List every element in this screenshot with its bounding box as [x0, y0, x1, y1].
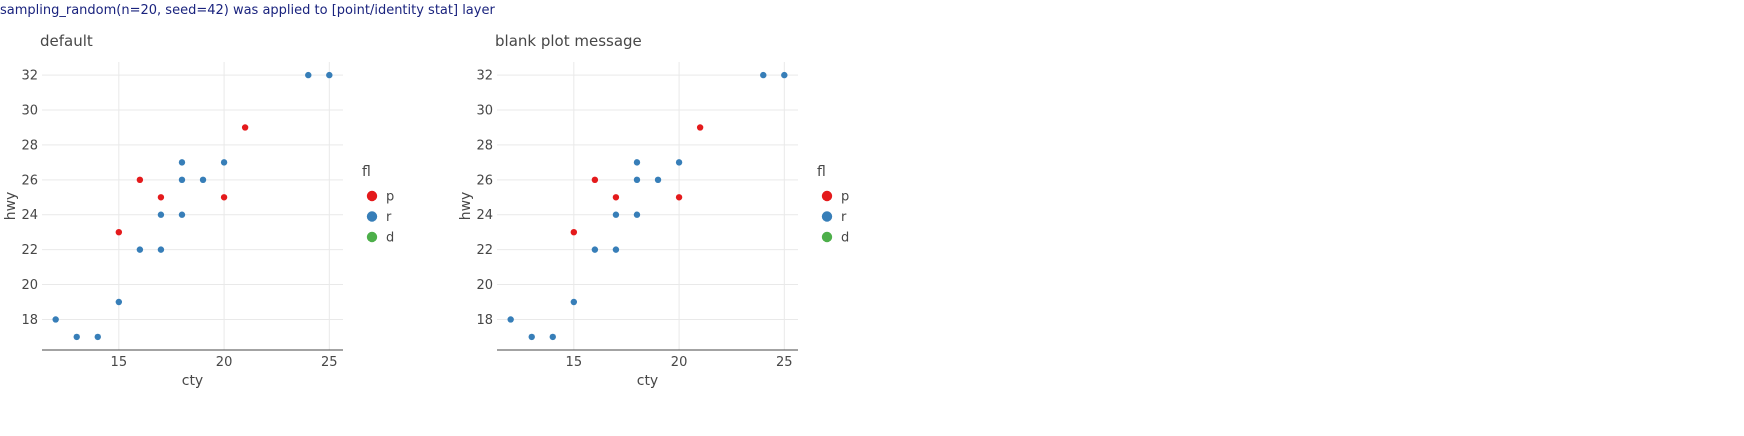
data-point [591, 246, 599, 253]
data-point [136, 246, 144, 253]
data-point [115, 298, 123, 306]
y-tick-label: 30 [21, 104, 38, 119]
x-tick-label: 25 [776, 355, 793, 370]
y-axis-title: hwy [458, 192, 474, 221]
plot-blank-plot-message: blank plot message 18 20 22 24 26 28 30 32 15 20 25… [455, 26, 910, 432]
legend-key-p [366, 190, 378, 202]
data-point [220, 194, 228, 201]
data-point [612, 211, 620, 218]
data-point [157, 194, 165, 201]
data-point [73, 333, 80, 341]
y-tick-label: 30 [476, 104, 493, 119]
data-point [549, 333, 556, 341]
sampling-notice: sampling_random(n=20, seed=42) was appli… [0, 3, 495, 18]
legend-key-r [366, 211, 378, 222]
data-point [157, 246, 165, 253]
y-tick-label: 20 [476, 278, 493, 293]
y-tick-label: 18 [21, 313, 38, 328]
y-tick-label: 26 [476, 173, 493, 188]
legend-key-p [821, 190, 833, 202]
data-point [94, 333, 101, 341]
data-point [760, 71, 767, 79]
data-point [654, 176, 662, 184]
data-point [633, 176, 641, 184]
data-point [178, 211, 186, 218]
y-tick-label: 28 [21, 138, 38, 153]
data-point [241, 124, 249, 131]
legend-key-r [821, 211, 833, 222]
legend-title: fl [362, 164, 371, 180]
data-point [612, 194, 620, 201]
y-tick-label: 26 [21, 173, 38, 188]
data-point [675, 159, 683, 166]
data-point [675, 194, 683, 201]
data-point [633, 159, 641, 166]
data-point [326, 71, 333, 79]
x-axis-title: cty [182, 373, 203, 389]
y-tick-label: 24 [476, 208, 493, 223]
x-tick-label: 20 [671, 355, 688, 370]
chart-title: blank plot message [495, 32, 642, 50]
data-point [115, 228, 123, 236]
y-tick-label: 22 [21, 243, 38, 258]
x-tick-label: 15 [566, 355, 583, 370]
legend-label-r: r [841, 210, 847, 225]
y-tick-label: 20 [21, 278, 38, 293]
y-axis-title: hwy [3, 192, 19, 221]
data-point [507, 316, 514, 323]
legend-label-p: p [841, 190, 849, 205]
data-point [178, 159, 186, 166]
chart-title: default [40, 32, 93, 50]
data-point [570, 228, 578, 236]
y-tick-label: 18 [476, 313, 493, 328]
x-axis-title: cty [637, 373, 658, 389]
data-point [136, 176, 144, 184]
legend-label-d: d [386, 231, 394, 246]
y-tick-label: 28 [476, 138, 493, 153]
data-point [528, 333, 535, 341]
plot-default: default 18 20 22 24 26 28 30 32 15 20 25 cty hwy fl p r d [0, 26, 455, 432]
legend-title: fl [817, 164, 826, 180]
data-point [199, 176, 207, 184]
data-point [178, 176, 186, 184]
data-point [633, 211, 641, 218]
legend-label-r: r [386, 210, 392, 225]
data-point [591, 176, 599, 184]
legend-label-p: p [386, 190, 394, 205]
x-tick-label: 15 [111, 355, 128, 370]
data-point [570, 298, 578, 306]
data-point [52, 316, 59, 323]
data-point [157, 211, 165, 218]
data-point [696, 124, 704, 131]
y-tick-label: 24 [21, 208, 38, 223]
data-point [612, 246, 620, 253]
y-tick-label: 22 [476, 243, 493, 258]
y-tick-label: 32 [21, 69, 38, 84]
x-tick-label: 20 [216, 355, 233, 370]
data-point [781, 71, 788, 79]
legend-key-d [366, 231, 378, 243]
legend-key-d [821, 231, 833, 243]
y-tick-label: 32 [476, 69, 493, 84]
legend-label-d: d [841, 231, 849, 246]
scatter-chart: blank plot message 18 20 22 24 26 28 30 32 15 20 25… [458, 32, 849, 389]
x-tick-label: 25 [321, 355, 338, 370]
data-point [220, 159, 228, 166]
data-point [305, 71, 312, 79]
